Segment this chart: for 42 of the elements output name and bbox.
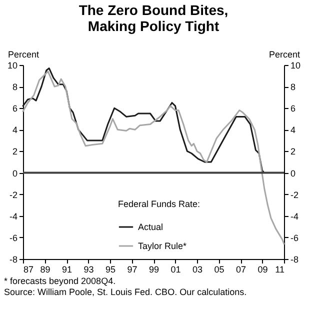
source-note: Source: William Poole, St. Louis Fed. CBO. Our calculations.: [4, 287, 248, 298]
x-tick-label: 03: [192, 264, 203, 274]
line-series: [22, 67, 264, 172]
y2-tick-label: 0: [290, 168, 296, 178]
y-tick-label: 8: [12, 82, 18, 92]
x-tick-label: 99: [148, 264, 160, 274]
y2-axis-title: Percent: [268, 50, 300, 60]
y-tick-label: -4: [9, 211, 18, 222]
x-tick-label: 01: [170, 264, 181, 274]
y-tick-label: 6: [12, 104, 18, 114]
y-tick-label: 4: [12, 125, 18, 136]
text: * forecasts beyond 2008Q4.: [4, 276, 117, 287]
x-tick-label: 89: [40, 264, 50, 274]
legend-label: Actual: [138, 222, 164, 232]
y2-tick-label: 6: [290, 104, 296, 114]
y2-tick-label: 8: [290, 82, 296, 92]
y-axis-title: Percent: [8, 50, 40, 60]
y-tick-label: -6: [9, 232, 18, 243]
x-tick-label: 87: [24, 264, 34, 274]
y2-tick-label: 2: [290, 146, 296, 157]
x-tick-label: 09: [258, 264, 268, 274]
legend-title: Federal Funds Rate:: [118, 199, 200, 209]
y2-tick-label: -4: [290, 211, 299, 222]
y-tick-label: 10: [7, 60, 18, 70]
x-tick-label: 97: [127, 264, 138, 274]
x-tick-label: 05: [214, 264, 224, 274]
y2-tick-label: 10: [290, 60, 301, 70]
y2-tick-label: -2: [290, 190, 299, 200]
chart-title: The Zero Bound Bites, Making Policy Tight: [78, 2, 228, 34]
x-tick-label: 93: [84, 264, 94, 274]
y-tick-label: 0: [12, 168, 18, 178]
x-tick-label: 95: [105, 264, 116, 274]
x-tick-label: 91: [62, 264, 72, 274]
x-tick-label: 07: [236, 264, 246, 274]
y-tick-label: -2: [9, 190, 18, 200]
y2-tick-label: -8: [290, 254, 299, 264]
y2-tick-label: -6: [290, 232, 299, 243]
y-tick-label: 2: [12, 146, 18, 157]
y2-tick-label: 4: [290, 125, 296, 136]
y-tick-label: -8: [9, 254, 18, 264]
x-tick-label: 11: [275, 264, 284, 274]
legend-label: Taylor Rule*: [138, 241, 188, 251]
